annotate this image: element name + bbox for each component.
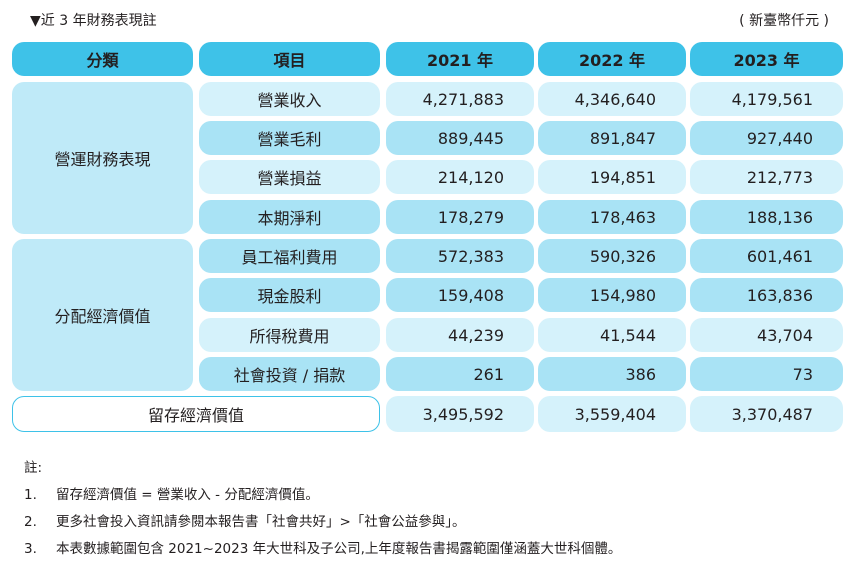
note-text: 留存經濟價值 = 營業收入 - 分配經濟價值。 (56, 487, 319, 503)
value-2021: 44,239 (386, 318, 534, 352)
note-item: 2. 更多社會投入資訊請參閱本報告書「社會共好」>「社會公益參與」。 (24, 509, 621, 536)
header-category: 分類 (12, 42, 193, 76)
value-2022: 386 (538, 357, 686, 391)
value-2023: 4,179,561 (690, 82, 843, 116)
item-label: 社會投資 / 捐款 (199, 357, 380, 391)
header-item: 項目 (199, 42, 380, 76)
retained-label: 留存經濟價值 (12, 396, 380, 432)
value-2022: 4,346,640 (538, 82, 686, 116)
item-label: 本期淨利 (199, 200, 380, 234)
item-label: 現金股利 (199, 278, 380, 312)
note-text: 本表數據範圍包含 2021~2023 年大世科及子公司,上年度報告書揭露範圍僅涵… (56, 541, 622, 557)
value-2021: 214,120 (386, 160, 534, 194)
note-number: 3. (24, 541, 37, 557)
financial-table: 分類 項目 2021 年 2022 年 2023 年 營運財務表現 分配經濟價值… (12, 42, 844, 432)
value-2022: 154,980 (538, 278, 686, 312)
value-2021: 178,279 (386, 200, 534, 234)
item-label: 營業收入 (199, 82, 380, 116)
item-label: 員工福利費用 (199, 239, 380, 273)
value-2021: 572,383 (386, 239, 534, 273)
value-2023: 43,704 (690, 318, 843, 352)
note-number: 2. (24, 514, 37, 530)
retained-2023: 3,370,487 (690, 396, 843, 432)
table-caption: ▼近 3 年財務表現註 (30, 13, 157, 29)
item-label: 營業損益 (199, 160, 380, 194)
notes-title: 註: (24, 460, 43, 476)
value-2023: 601,461 (690, 239, 843, 273)
note-number: 1. (24, 487, 37, 503)
group-operating: 營運財務表現 (12, 82, 193, 234)
group-distributed: 分配經濟價值 (12, 239, 193, 391)
item-label: 營業毛利 (199, 121, 380, 155)
note-text: 更多社會投入資訊請參閱本報告書「社會共好」>「社會公益參與」。 (56, 514, 466, 530)
value-2021: 889,445 (386, 121, 534, 155)
value-2023: 212,773 (690, 160, 843, 194)
value-2022: 590,326 (538, 239, 686, 273)
value-2022: 891,847 (538, 121, 686, 155)
value-2022: 178,463 (538, 200, 686, 234)
header-2022: 2022 年 (538, 42, 686, 76)
value-2023: 927,440 (690, 121, 843, 155)
header-2023: 2023 年 (690, 42, 843, 76)
notes: 註: 1. 留存經濟價值 = 營業收入 - 分配經濟價值。 2. 更多社會投入資… (24, 455, 621, 563)
value-2022: 194,851 (538, 160, 686, 194)
value-2021: 159,408 (386, 278, 534, 312)
item-label: 所得稅費用 (199, 318, 380, 352)
note-item: 1. 留存經濟價值 = 營業收入 - 分配經濟價值。 (24, 482, 621, 509)
retained-2021: 3,495,592 (386, 396, 534, 432)
value-2023: 188,136 (690, 200, 843, 234)
retained-2022: 3,559,404 (538, 396, 686, 432)
value-2022: 41,544 (538, 318, 686, 352)
unit-label: ( 新臺幣仟元 ) (739, 13, 829, 29)
value-2021: 261 (386, 357, 534, 391)
note-item: 3. 本表數據範圍包含 2021~2023 年大世科及子公司,上年度報告書揭露範… (24, 536, 621, 563)
header-2021: 2021 年 (386, 42, 534, 76)
value-2023: 73 (690, 357, 843, 391)
value-2021: 4,271,883 (386, 82, 534, 116)
value-2023: 163,836 (690, 278, 843, 312)
